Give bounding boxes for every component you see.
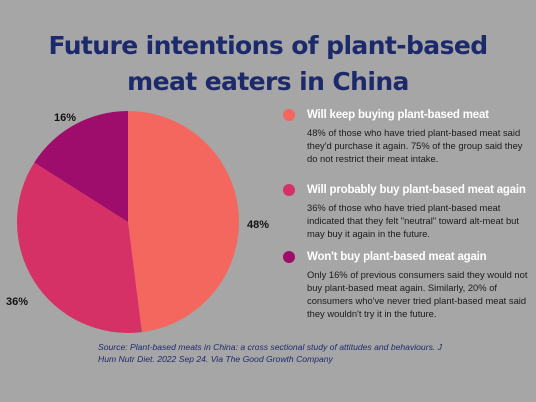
- legend-heading-probably: Will probably buy plant-based meat again: [307, 184, 526, 196]
- legend-item-keep: Will keep buying plant-based meat 48% of…: [283, 108, 528, 183]
- pie-slice-keep: [128, 111, 239, 333]
- legend-swatch-wont: [283, 251, 295, 263]
- slice-label-probably: 36%: [6, 296, 29, 308]
- legend: Will keep buying plant-based meat 48% of…: [283, 108, 528, 320]
- legend-item-probably: Will probably buy plant-based meat again…: [283, 183, 528, 250]
- pie-slice-probably: [17, 162, 142, 333]
- legend-swatch-keep: [283, 109, 295, 121]
- chart-title: Future intentions of plant-based meat ea…: [0, 28, 536, 100]
- title-line-2: meat eaters in China: [127, 67, 409, 96]
- legend-heading-wont: Won't buy plant-based meat again: [307, 251, 487, 263]
- legend-swatch-probably: [283, 184, 295, 196]
- source-note: Source: Plant-based meats in China: a cr…: [98, 342, 442, 364]
- slice-label-wont: 16%: [54, 112, 77, 124]
- legend-heading-keep: Will keep buying plant-based meat: [307, 109, 489, 121]
- legend-item-wont: Won't buy plant-based meat again Only 16…: [283, 250, 528, 320]
- pie-slice-wont: [34, 111, 128, 222]
- legend-text-keep: 48% of those who have tried plant-based …: [307, 127, 523, 164]
- legend-text-wont: Only 16% of previous consumers said they…: [307, 269, 528, 319]
- legend-text-probably: 36% of those who have tried plant-based …: [307, 202, 519, 239]
- title-line-1: Future intentions of plant-based: [48, 31, 488, 60]
- slice-label-keep: 48%: [247, 219, 270, 231]
